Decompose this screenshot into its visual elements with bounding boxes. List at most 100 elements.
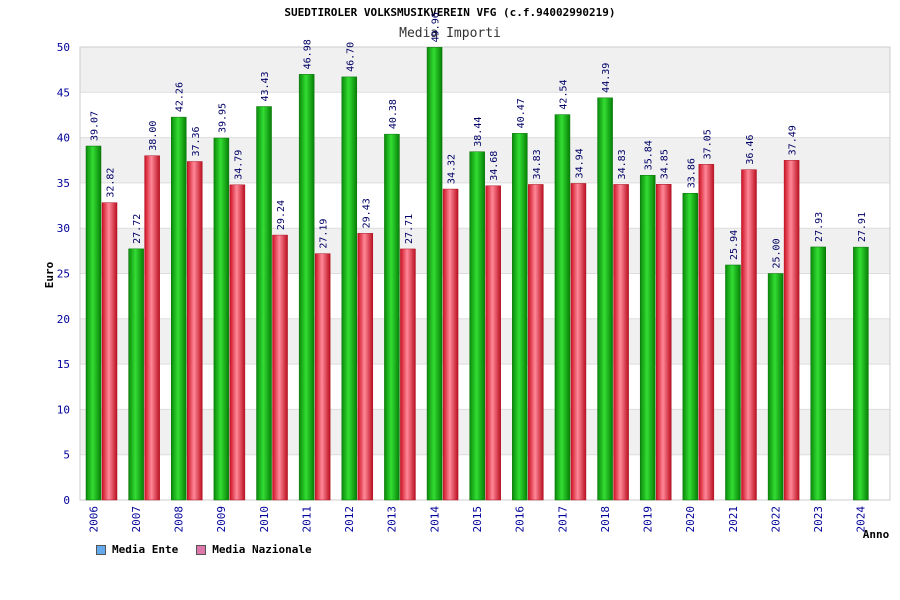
bar-media-ente bbox=[469, 151, 485, 501]
bar-media-nazionale bbox=[613, 184, 629, 501]
data-label: 46.70 bbox=[345, 42, 356, 72]
data-label: 42.54 bbox=[558, 79, 569, 109]
bar-media-ente bbox=[853, 246, 869, 501]
data-label: 36.46 bbox=[745, 135, 756, 165]
bar-media-ente bbox=[128, 248, 144, 501]
bar-media-nazionale bbox=[698, 164, 715, 501]
y-tick-label: 5 bbox=[63, 449, 70, 462]
data-label: 29.43 bbox=[361, 198, 372, 228]
data-label: 27.19 bbox=[319, 219, 330, 249]
y-tick-label: 15 bbox=[57, 358, 70, 371]
y-tick-label: 30 bbox=[57, 222, 70, 235]
data-label: 34.83 bbox=[617, 149, 628, 179]
x-tick-label: 2023 bbox=[812, 506, 825, 533]
x-tick-label: 2020 bbox=[684, 506, 697, 533]
data-label: 43.43 bbox=[260, 71, 271, 101]
bar-media-ente bbox=[85, 145, 102, 501]
x-tick-label: 2022 bbox=[769, 506, 782, 533]
bar-media-ente bbox=[213, 137, 230, 501]
data-label: 37.05 bbox=[702, 129, 713, 159]
bar-media-ente bbox=[682, 192, 699, 501]
grid-band bbox=[80, 92, 890, 138]
bar-media-nazionale bbox=[528, 184, 544, 501]
bar-media-ente bbox=[767, 273, 784, 501]
x-tick-label: 2018 bbox=[599, 506, 612, 533]
bar-media-nazionale bbox=[655, 184, 672, 501]
x-tick-label: 2014 bbox=[428, 506, 441, 533]
bar-media-ente bbox=[298, 74, 315, 501]
legend-item-media-ente: Media Ente bbox=[96, 543, 178, 556]
bar-media-nazionale bbox=[229, 184, 246, 501]
bar-media-nazionale bbox=[442, 188, 459, 501]
bar-media-ente bbox=[639, 175, 656, 501]
legend-swatch-media-ente bbox=[96, 544, 106, 555]
x-tick-label: 2021 bbox=[727, 506, 740, 533]
bar-media-nazionale bbox=[314, 253, 331, 501]
y-tick-label: 50 bbox=[57, 41, 70, 54]
data-label: 25.00 bbox=[772, 238, 783, 268]
bar-media-ente bbox=[554, 114, 571, 501]
legend-label-media-nazionale: Media Nazionale bbox=[212, 543, 312, 556]
data-label: 34.79 bbox=[233, 150, 244, 180]
data-label: 32.82 bbox=[106, 168, 117, 198]
y-axis-label: Euro bbox=[43, 261, 56, 288]
y-tick-label: 40 bbox=[57, 132, 70, 145]
data-label: 34.85 bbox=[660, 149, 671, 179]
bar-media-nazionale bbox=[187, 161, 203, 501]
x-tick-label: 2006 bbox=[87, 506, 100, 533]
data-label: 33.86 bbox=[686, 158, 697, 188]
y-tick-label: 10 bbox=[57, 403, 70, 416]
y-tick-label: 20 bbox=[57, 313, 70, 326]
x-tick-label: 2007 bbox=[130, 506, 143, 533]
data-label: 27.71 bbox=[404, 214, 415, 244]
bar-media-nazionale bbox=[485, 185, 501, 501]
bar-media-nazionale bbox=[741, 169, 757, 501]
data-label: 27.72 bbox=[132, 214, 143, 244]
bar-media-ente bbox=[341, 76, 358, 501]
x-tick-label: 2009 bbox=[215, 506, 228, 533]
data-label: 34.68 bbox=[489, 151, 500, 181]
data-label: 29.24 bbox=[276, 200, 287, 230]
data-label: 40.38 bbox=[388, 99, 399, 129]
bar-media-ente bbox=[725, 264, 741, 501]
bar-media-nazionale bbox=[144, 155, 160, 501]
x-tick-label: 2024 bbox=[855, 506, 868, 533]
bar-media-nazionale bbox=[783, 160, 800, 501]
data-label: 34.32 bbox=[447, 154, 458, 184]
data-label: 38.00 bbox=[148, 121, 159, 151]
data-label: 49.96 bbox=[431, 12, 442, 42]
data-label: 40.47 bbox=[516, 98, 527, 128]
bar-media-ente bbox=[597, 97, 613, 501]
x-tick-label: 2011 bbox=[300, 506, 313, 533]
x-tick-label: 2010 bbox=[258, 506, 271, 533]
data-label: 25.94 bbox=[729, 230, 740, 260]
x-tick-label: 2013 bbox=[386, 506, 399, 533]
bar-media-ente bbox=[384, 133, 400, 501]
data-label: 39.95 bbox=[217, 103, 228, 133]
legend-swatch-media-nazionale bbox=[196, 544, 207, 555]
data-label: 34.94 bbox=[574, 148, 585, 178]
bar-media-ente bbox=[512, 133, 528, 501]
x-tick-label: 2008 bbox=[173, 506, 186, 533]
bar-media-ente bbox=[810, 246, 826, 501]
x-tick-label: 2017 bbox=[556, 506, 569, 533]
legend-item-media-nazionale: Media Nazionale bbox=[196, 543, 312, 556]
bar-media-ente bbox=[256, 106, 272, 501]
chart-subtitle: Media Importi bbox=[399, 26, 501, 41]
x-axis-label: Anno bbox=[863, 528, 890, 541]
data-label: 37.36 bbox=[191, 126, 202, 156]
y-tick-label: 35 bbox=[57, 177, 70, 190]
data-label: 37.49 bbox=[788, 125, 799, 155]
data-label: 35.84 bbox=[644, 140, 655, 170]
x-tick-label: 2019 bbox=[642, 506, 655, 533]
data-label: 44.39 bbox=[601, 63, 612, 93]
grid-band bbox=[80, 47, 890, 93]
bar-media-nazionale bbox=[101, 202, 118, 501]
chart-title: SUEDTIROLER VOLKSMUSIKVEREIN VFG (c.f.94… bbox=[284, 6, 616, 19]
bar-media-nazionale bbox=[400, 248, 416, 501]
data-label: 38.44 bbox=[473, 117, 484, 147]
x-tick-label: 2015 bbox=[471, 506, 484, 533]
data-label: 27.93 bbox=[814, 212, 825, 242]
y-tick-label: 0 bbox=[63, 494, 70, 507]
